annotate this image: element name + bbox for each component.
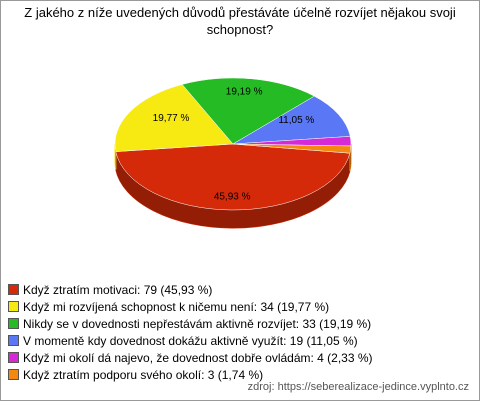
pie: 45,93 % 19,77 % 19,19 % 11,05 % (114, 77, 352, 229)
slice-label: 19,19 % (226, 86, 263, 97)
legend-item: Když ztratím motivaci: 79 (45,93 %) (8, 282, 373, 299)
slice (181, 77, 315, 145)
legend-swatch (8, 318, 19, 329)
slice (114, 84, 234, 152)
legend-swatch (8, 335, 19, 346)
legend-label: Když ztratím podporu svého okolí: 3 (1,7… (23, 368, 264, 382)
source: zdroj: https://seberealizace-jedince.vyp… (247, 381, 469, 393)
legend-label: Když mi rozvíjená schopnost k ničemu nen… (23, 300, 330, 314)
slice-label: 11,05 % (278, 115, 314, 126)
slice-label: 45,93 % (214, 191, 251, 202)
legend-label: Když ztratím motivaci: 79 (45,93 %) (23, 283, 213, 297)
legend-swatch (8, 369, 19, 380)
slice (232, 95, 351, 145)
legend: Když ztratím motivaci: 79 (45,93 %) Když … (8, 282, 373, 384)
legend-item: Nikdy se v dovednosti nepřestávám aktivn… (8, 316, 373, 333)
slice-side-shade (115, 151, 350, 228)
legend-item: Když mi okolí dá najevo, že dovednost do… (8, 350, 373, 367)
slice (115, 143, 351, 211)
legend-label: Nikdy se v dovednosti nepřestávám aktivn… (23, 317, 372, 331)
legend-item: V momentě kdy dovednost dokážu aktivně v… (8, 333, 373, 350)
chart-title: Z jakého z níže uvedených důvodů přestáv… (24, 5, 456, 37)
legend-item: Když mi rozvíjená schopnost k ničemu nen… (8, 299, 373, 316)
slice-side-shade (115, 144, 116, 170)
legend-label: V momentě kdy dovednost dokážu aktivně v… (23, 334, 358, 348)
legend-swatch (8, 301, 19, 312)
legend-swatch (8, 284, 19, 295)
legend-swatch (8, 352, 19, 363)
legend-item: Když ztratím podporu svého okolí: 3 (1,7… (8, 367, 373, 384)
slice-label: 19,77 % (153, 113, 190, 124)
legend-label: Když mi okolí dá najevo, že dovednost do… (23, 351, 373, 365)
slice (232, 143, 352, 154)
